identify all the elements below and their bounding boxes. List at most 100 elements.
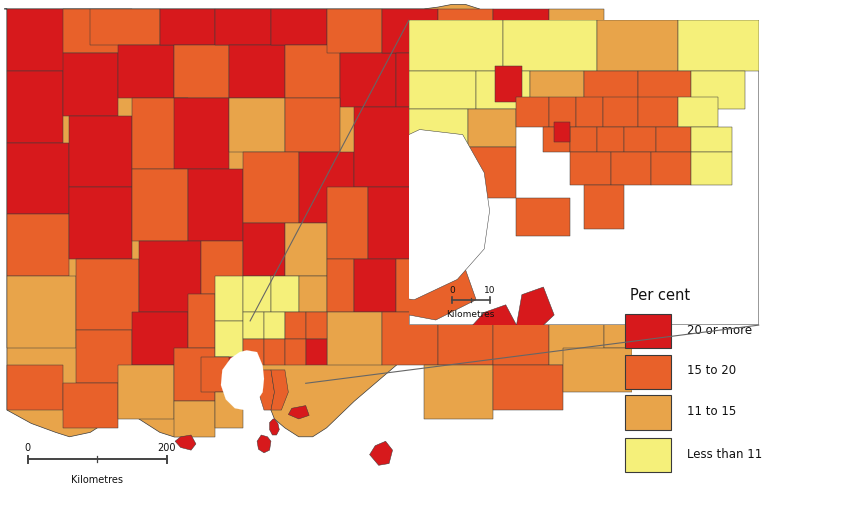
- Polygon shape: [90, 9, 160, 45]
- Polygon shape: [368, 187, 424, 259]
- Polygon shape: [507, 62, 563, 116]
- Polygon shape: [285, 98, 341, 151]
- Polygon shape: [285, 45, 341, 98]
- Text: Kilometres: Kilometres: [447, 310, 495, 319]
- Polygon shape: [549, 97, 576, 127]
- Polygon shape: [259, 370, 275, 410]
- Polygon shape: [326, 259, 354, 312]
- Polygon shape: [132, 312, 188, 365]
- Polygon shape: [549, 312, 604, 365]
- Polygon shape: [503, 20, 597, 71]
- Polygon shape: [657, 127, 691, 152]
- Polygon shape: [382, 9, 438, 53]
- Polygon shape: [160, 9, 215, 45]
- Polygon shape: [584, 71, 637, 109]
- Polygon shape: [215, 392, 243, 428]
- Polygon shape: [7, 365, 62, 410]
- Polygon shape: [571, 152, 610, 185]
- Polygon shape: [271, 9, 326, 45]
- Polygon shape: [174, 401, 215, 437]
- Text: 0: 0: [24, 443, 31, 453]
- Text: Per cent: Per cent: [630, 288, 690, 303]
- Polygon shape: [493, 365, 563, 410]
- Polygon shape: [396, 259, 438, 312]
- Polygon shape: [493, 312, 549, 365]
- Polygon shape: [62, 9, 132, 53]
- Polygon shape: [341, 53, 396, 107]
- Polygon shape: [393, 185, 441, 224]
- Polygon shape: [215, 321, 243, 357]
- Polygon shape: [215, 276, 243, 321]
- Polygon shape: [7, 143, 69, 214]
- Polygon shape: [576, 97, 603, 127]
- Polygon shape: [243, 151, 298, 223]
- Polygon shape: [517, 287, 554, 330]
- Polygon shape: [603, 97, 637, 127]
- Polygon shape: [174, 98, 229, 169]
- Polygon shape: [215, 9, 271, 45]
- Polygon shape: [326, 312, 382, 365]
- Polygon shape: [215, 357, 243, 384]
- Text: Less than 11: Less than 11: [686, 448, 762, 461]
- Polygon shape: [306, 312, 326, 339]
- Polygon shape: [243, 339, 264, 365]
- Polygon shape: [597, 20, 678, 71]
- Polygon shape: [476, 71, 530, 109]
- Text: Kilometres: Kilometres: [72, 475, 123, 485]
- Polygon shape: [229, 98, 285, 151]
- Polygon shape: [424, 365, 493, 419]
- Polygon shape: [549, 259, 604, 312]
- Polygon shape: [577, 116, 626, 187]
- Polygon shape: [243, 223, 285, 276]
- Polygon shape: [326, 9, 382, 53]
- Polygon shape: [610, 152, 651, 185]
- Polygon shape: [438, 259, 493, 312]
- Polygon shape: [243, 276, 271, 312]
- Polygon shape: [691, 127, 732, 152]
- Polygon shape: [604, 294, 632, 347]
- Polygon shape: [201, 357, 229, 392]
- Polygon shape: [651, 152, 691, 185]
- Text: 15 to 20: 15 to 20: [686, 364, 736, 377]
- Polygon shape: [288, 405, 309, 419]
- Text: 20 or more: 20 or more: [686, 324, 752, 337]
- Polygon shape: [4, 5, 632, 437]
- Polygon shape: [554, 122, 571, 142]
- Polygon shape: [285, 223, 326, 276]
- Polygon shape: [468, 147, 517, 198]
- Polygon shape: [396, 53, 452, 107]
- Polygon shape: [285, 312, 306, 339]
- Polygon shape: [438, 9, 493, 62]
- Polygon shape: [410, 116, 465, 187]
- Polygon shape: [637, 71, 691, 109]
- Text: 10: 10: [484, 286, 496, 295]
- Polygon shape: [354, 259, 396, 312]
- Polygon shape: [7, 71, 62, 143]
- Polygon shape: [468, 305, 517, 338]
- Polygon shape: [563, 347, 632, 392]
- Polygon shape: [597, 127, 624, 152]
- Polygon shape: [624, 127, 657, 152]
- Polygon shape: [409, 109, 468, 147]
- Polygon shape: [174, 45, 229, 98]
- Polygon shape: [517, 198, 571, 236]
- Polygon shape: [298, 276, 326, 312]
- Polygon shape: [354, 107, 410, 187]
- Polygon shape: [591, 187, 632, 241]
- Bar: [626, 314, 671, 348]
- Polygon shape: [424, 187, 480, 259]
- Polygon shape: [517, 97, 549, 127]
- Polygon shape: [7, 9, 90, 71]
- Polygon shape: [306, 339, 326, 365]
- Text: 0: 0: [449, 286, 454, 295]
- Polygon shape: [678, 97, 718, 127]
- Polygon shape: [69, 187, 132, 259]
- Polygon shape: [382, 312, 438, 365]
- Polygon shape: [298, 151, 354, 223]
- Polygon shape: [188, 169, 243, 241]
- Polygon shape: [132, 98, 188, 169]
- Polygon shape: [69, 116, 132, 187]
- Polygon shape: [285, 339, 306, 365]
- Polygon shape: [691, 71, 745, 109]
- Polygon shape: [544, 127, 571, 152]
